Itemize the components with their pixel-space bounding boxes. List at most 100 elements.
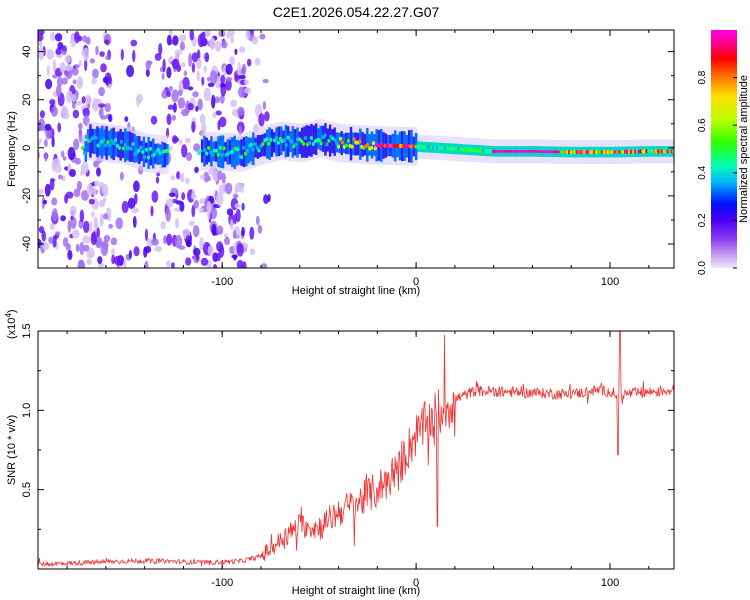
ridge-band [221,135,225,169]
spectrogram-speckle [39,110,46,119]
ridge-core [201,151,205,156]
spectrogram-speckle [155,176,160,184]
snr-series-line [38,331,674,568]
y-tick-label: 0 [21,145,33,151]
spectrogram-speckle [233,255,237,261]
spectrogram-speckle [143,246,148,258]
spectrogram-speckle [178,81,184,91]
spectrogram-speckle [195,252,200,262]
spectrogram-speckle [185,239,192,248]
spectrogram-speckle [82,35,87,43]
ridge-core [131,142,135,147]
spectrogram-speckle [260,263,268,268]
ridge-band [352,132,355,156]
spectrogram-speckle [181,192,186,201]
spectrogram-speckle [161,89,169,99]
figure-title: C2E1.2026.054.22.27.G07 [273,4,440,20]
spectrogram-speckle [225,76,233,82]
ridge-core [88,138,92,143]
colorbar-tick-label: 0.4 [697,165,708,179]
ridge-core [203,148,207,152]
spectrogram-speckle [127,197,136,210]
spectrogram-speckle [65,243,71,251]
ridge-core [117,145,121,150]
ridge-band [145,142,148,163]
spectrogram-speckle [131,207,139,214]
spectrogram-speckle [115,217,123,230]
ridge-core [350,144,354,149]
spectrogram-speckle [197,98,203,111]
spectrogram-speckle [192,225,200,238]
spectrogram-speckle [49,178,56,183]
colorbar-tick-label: 0.8 [697,70,708,84]
snr-y-label: SNR (10 * v/v) [6,415,18,485]
ridge-band [296,127,299,158]
spectrogram-speckle [100,63,107,73]
ridge-band [263,133,267,157]
ridge-core [81,145,85,150]
x-tick-label: 100 [601,577,619,589]
spectrogram-speckle [55,47,62,56]
spectrogram-speckle [119,171,124,181]
ridge-band [207,140,211,163]
spectrogram-speckle [181,61,186,68]
ridge-band [349,126,353,161]
ridge-core [309,136,313,140]
spectrogram-speckle [98,86,105,97]
spectrogram-speckle [62,51,67,55]
spectrogram-speckle [197,33,205,48]
spectrogram-speckle [191,52,199,63]
spectrogram-speckle [67,249,73,261]
spectrogram-speckle [170,175,176,181]
ridge-core [210,152,215,157]
spectrogram-speckle [192,91,199,98]
spectrogram-speckle [69,169,76,177]
spectrogram-speckle [173,137,179,143]
spectrogram-speckle [188,53,193,67]
ridge-band [163,142,167,168]
spectrogram-speckle [241,226,245,237]
spectrogram-speckle [81,96,86,104]
spectrogram-speckle [219,116,227,128]
spectrogram-speckle [212,170,220,182]
ridge-core [265,137,269,142]
ridge-band [284,124,288,158]
ridge-core [156,147,160,152]
ridge-band [368,134,371,156]
ridge-band [347,132,351,155]
spectrogram-speckle [100,242,109,256]
ridge-band [275,127,278,157]
spectrogram-speckle [87,103,91,110]
ridge-core [302,141,306,146]
spectrogram-speckle [252,36,259,45]
spectrogram-speckle [73,138,80,151]
spectrogram-speckle [163,235,167,244]
spectrogram-speckle [94,180,100,187]
spectrogram-speckle [133,246,140,257]
spectrogram-speckle [144,228,149,241]
ridge-core [261,142,265,146]
spectrogram-speckle [60,215,66,222]
spectrogram-speckle [49,31,57,42]
spectrogram-speckle [38,118,46,131]
ridge-core [286,135,290,140]
spectrogram-speckle [95,45,99,56]
spectrogram-speckle [38,188,44,195]
spectrogram-speckle [46,64,50,77]
spectrogram-speckle [96,167,101,177]
spectrogram-speckle [134,193,138,205]
spectrogram-speckle [244,87,252,94]
ridge-band [240,139,243,166]
ridge-band [235,139,239,165]
spectrogram-speckle [239,46,246,53]
spectrogram-speckle [199,207,204,213]
spectrogram-speckle [258,113,265,127]
spectrogram-speckle [166,260,171,268]
ridge-core [106,140,110,145]
spectrogram-speckle [249,248,256,256]
spectrogram-speckle [64,64,73,72]
spectrogram-speckle [199,237,205,251]
spectrogram-speckle [133,180,140,193]
ridge-core [218,145,222,150]
spectrogram-speckle [151,238,159,246]
